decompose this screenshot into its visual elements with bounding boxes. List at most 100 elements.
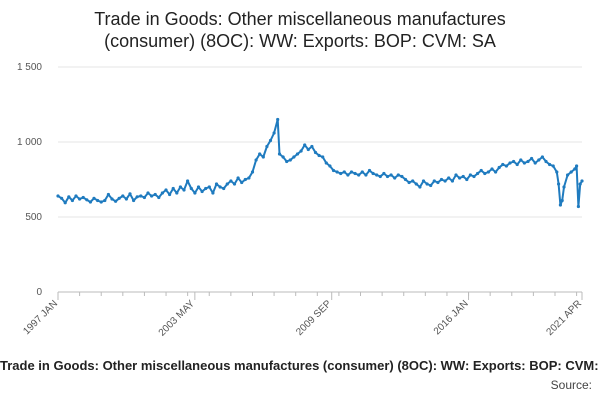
source-label: Source: <box>550 378 592 392</box>
x-tick-label: 1997 JAN <box>21 298 60 337</box>
data-point <box>548 162 552 167</box>
data-point <box>74 194 78 198</box>
data-point <box>196 185 201 189</box>
data-point <box>306 147 310 152</box>
data-point <box>544 159 548 164</box>
data-point <box>67 195 71 199</box>
data-point <box>551 164 555 168</box>
chart-title-line-1: Trade in Goods: Other miscellaneous manu… <box>94 9 506 29</box>
data-point <box>522 161 527 165</box>
data-point <box>164 188 168 192</box>
data-point <box>175 191 179 195</box>
data-point <box>557 182 561 186</box>
data-point <box>247 176 251 180</box>
data-point <box>146 191 150 195</box>
data-point <box>128 192 132 196</box>
data-point <box>240 180 244 185</box>
data-point <box>526 159 530 164</box>
data-point <box>328 164 332 168</box>
data-point <box>103 198 107 203</box>
data-point <box>265 144 269 149</box>
data-point <box>393 176 397 180</box>
y-tick-label: 1 000 <box>17 137 42 148</box>
data-point <box>250 170 255 174</box>
series-line <box>57 118 583 208</box>
chart-title-line-2: (consumer) (8OC): WW: Exports: BOP: CVM:… <box>104 31 496 51</box>
data-point <box>222 186 226 191</box>
data-point <box>189 186 193 191</box>
data-point <box>418 185 422 189</box>
data-point <box>99 200 103 204</box>
data-point <box>229 179 233 183</box>
data-point <box>106 192 110 197</box>
data-point <box>569 170 573 174</box>
data-point <box>317 153 321 158</box>
data-point <box>436 180 440 185</box>
data-point <box>465 177 469 182</box>
data-point <box>339 171 343 176</box>
data-point <box>60 196 64 200</box>
data-point <box>425 182 429 186</box>
data-point <box>364 173 368 177</box>
data-point <box>303 143 307 147</box>
data-point <box>540 155 545 159</box>
data-point <box>558 203 563 207</box>
data-point <box>360 170 364 174</box>
data-point <box>504 164 508 168</box>
data-point <box>566 173 570 177</box>
data-point <box>285 159 289 164</box>
data-point <box>243 177 247 182</box>
data-point <box>92 196 96 200</box>
data-point <box>63 201 67 205</box>
data-point <box>331 168 336 173</box>
data-point <box>533 161 537 165</box>
data-point <box>407 180 411 185</box>
data-point <box>353 171 357 176</box>
data-point <box>117 196 121 200</box>
data-point <box>580 179 584 183</box>
data-point <box>114 199 118 203</box>
data-point <box>268 138 273 143</box>
data-point <box>508 161 512 165</box>
data-point <box>299 149 303 153</box>
data-point <box>472 174 476 179</box>
data-point <box>218 185 222 189</box>
data-point <box>153 192 157 197</box>
data-point <box>211 191 215 195</box>
data-point <box>258 152 262 156</box>
data-point <box>254 158 258 162</box>
data-point <box>160 191 164 195</box>
data-point <box>357 173 361 177</box>
data-point <box>88 200 92 204</box>
data-point <box>292 155 296 159</box>
data-point <box>476 171 480 176</box>
data-point <box>385 174 390 179</box>
x-tick-label: 2021 APR <box>544 298 584 338</box>
data-point <box>511 159 516 164</box>
data-point <box>171 186 175 191</box>
data-point <box>207 185 211 189</box>
data-point <box>186 179 190 183</box>
data-point <box>261 155 265 159</box>
data-point <box>324 161 328 165</box>
data-point <box>578 182 582 186</box>
data-point <box>150 194 154 198</box>
y-tick-label: 0 <box>36 287 42 298</box>
data-point <box>494 170 498 174</box>
data-point <box>479 168 483 173</box>
data-point <box>85 198 89 202</box>
data-point <box>277 152 282 156</box>
data-point <box>342 170 346 174</box>
data-point <box>400 174 404 179</box>
data-point <box>142 195 146 200</box>
data-point <box>483 171 487 176</box>
data-point <box>458 176 462 180</box>
data-point <box>389 173 393 177</box>
data-point <box>110 197 114 201</box>
data-point <box>555 170 559 174</box>
data-point <box>346 173 350 177</box>
data-point <box>56 194 60 198</box>
data-point <box>468 173 472 177</box>
data-point <box>411 179 415 183</box>
data-point <box>168 192 172 197</box>
